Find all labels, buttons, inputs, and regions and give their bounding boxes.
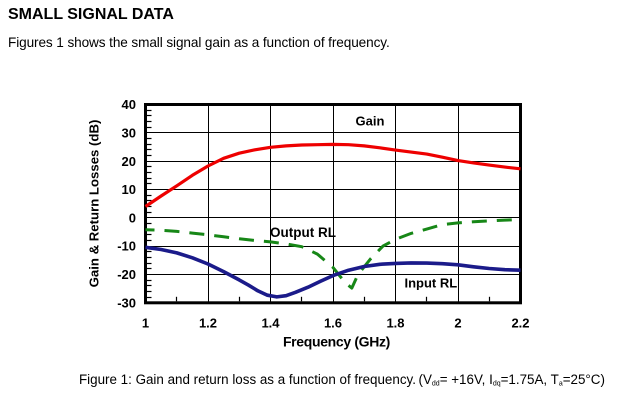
svg-text:Output RL: Output RL (270, 225, 336, 240)
svg-text:1.8: 1.8 (386, 316, 404, 331)
svg-text:-20: -20 (117, 267, 136, 282)
svg-text:-30: -30 (117, 295, 136, 310)
svg-text:40: 40 (122, 97, 136, 112)
svg-text:10: 10 (122, 182, 136, 197)
svg-text:20: 20 (122, 154, 136, 169)
svg-text:0: 0 (129, 210, 136, 225)
svg-text:Frequency (GHz): Frequency (GHz) (283, 333, 390, 349)
svg-text:Input RL: Input RL (405, 276, 458, 291)
svg-text:2.2: 2.2 (511, 316, 529, 331)
svg-text:1: 1 (142, 316, 149, 331)
svg-text:Gain: Gain (356, 114, 385, 129)
svg-text:2: 2 (454, 316, 461, 331)
svg-text:30: 30 (122, 125, 136, 140)
svg-text:1.2: 1.2 (199, 316, 217, 331)
svg-text:-10: -10 (117, 239, 136, 254)
svg-text:Gain & Return Losses (dB): Gain & Return Losses (dB) (87, 120, 102, 288)
svg-text:1.4: 1.4 (261, 316, 280, 331)
svg-text:1.6: 1.6 (324, 316, 342, 331)
